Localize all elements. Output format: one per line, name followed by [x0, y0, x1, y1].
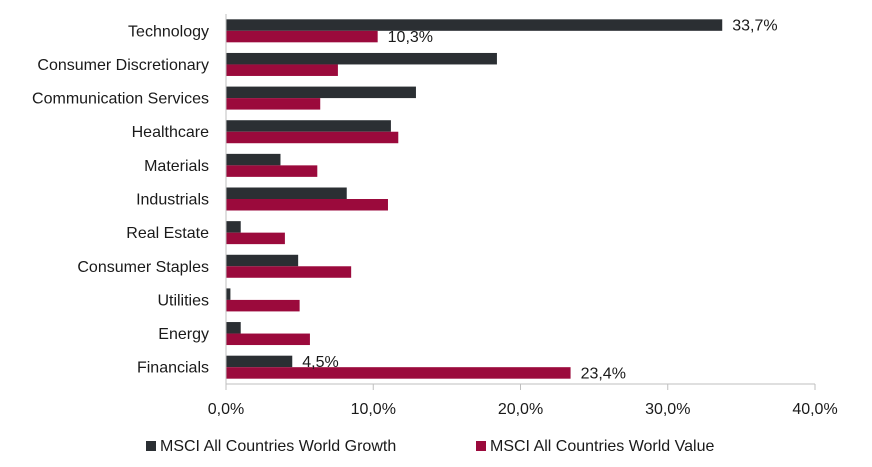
bar-value: [226, 98, 321, 110]
category-label: Industrials: [136, 192, 209, 209]
data-label: 23,4%: [581, 365, 626, 382]
legend-swatch-growth: [146, 441, 156, 451]
data-label: 4,5%: [302, 354, 338, 371]
bar-growth: [226, 120, 391, 132]
bar-growth: [226, 322, 241, 334]
bar-growth: [226, 19, 723, 31]
category-label: Materials: [144, 158, 209, 175]
bar-growth: [226, 254, 299, 267]
bar-value: [226, 64, 338, 76]
bar-growth: [226, 355, 293, 368]
bar-value: [226, 367, 571, 379]
bar-value: [226, 266, 352, 278]
data-labels: 33,7% 10,3% 4,5% 23,4%: [302, 18, 777, 383]
x-tick-label: 10,0%: [351, 401, 396, 418]
bar-value: [226, 333, 310, 346]
legend: MSCI All Countries World Growth MSCI All…: [146, 438, 714, 455]
category-label: Utilities: [157, 292, 209, 309]
category-label: Real Estate: [126, 225, 209, 242]
bar-growth: [226, 86, 416, 99]
bar-value: [226, 232, 285, 245]
bar-growth: [226, 153, 281, 166]
category-label: Technology: [128, 23, 209, 40]
x-tick-label: 40,0%: [792, 401, 837, 418]
bar-growth: [226, 288, 231, 300]
bar-value: [226, 299, 300, 312]
x-tick-label: 30,0%: [645, 401, 690, 418]
category-label: Consumer Staples: [77, 259, 209, 276]
data-label: 33,7%: [732, 18, 777, 35]
category-label: Healthcare: [132, 124, 209, 141]
legend-label-value: MSCI All Countries World Value: [490, 438, 714, 455]
category-label: Energy: [158, 326, 209, 343]
legend-swatch-value: [476, 441, 486, 451]
bar-value: [226, 199, 388, 211]
x-tick-label: 0,0%: [208, 401, 244, 418]
bar-growth: [226, 187, 347, 199]
x-axis: 0,0% 10,0% 20,0% 30,0% 40,0%: [208, 14, 838, 418]
bar-value: [226, 165, 318, 177]
legend-label-growth: MSCI All Countries World Growth: [160, 438, 396, 455]
bars-layer: [226, 19, 723, 379]
x-tick-label: 20,0%: [498, 401, 543, 418]
bar-growth: [226, 221, 241, 233]
category-label: Financials: [137, 360, 209, 377]
bar-value: [226, 131, 399, 144]
category-label: Consumer Discretionary: [37, 57, 209, 74]
bar-value: [226, 30, 378, 43]
category-labels: Technology Consumer Discretionary Communic…: [32, 23, 209, 376]
bar-growth: [226, 52, 497, 65]
data-label: 10,3%: [388, 29, 433, 46]
category-label: Communication Services: [32, 91, 209, 108]
